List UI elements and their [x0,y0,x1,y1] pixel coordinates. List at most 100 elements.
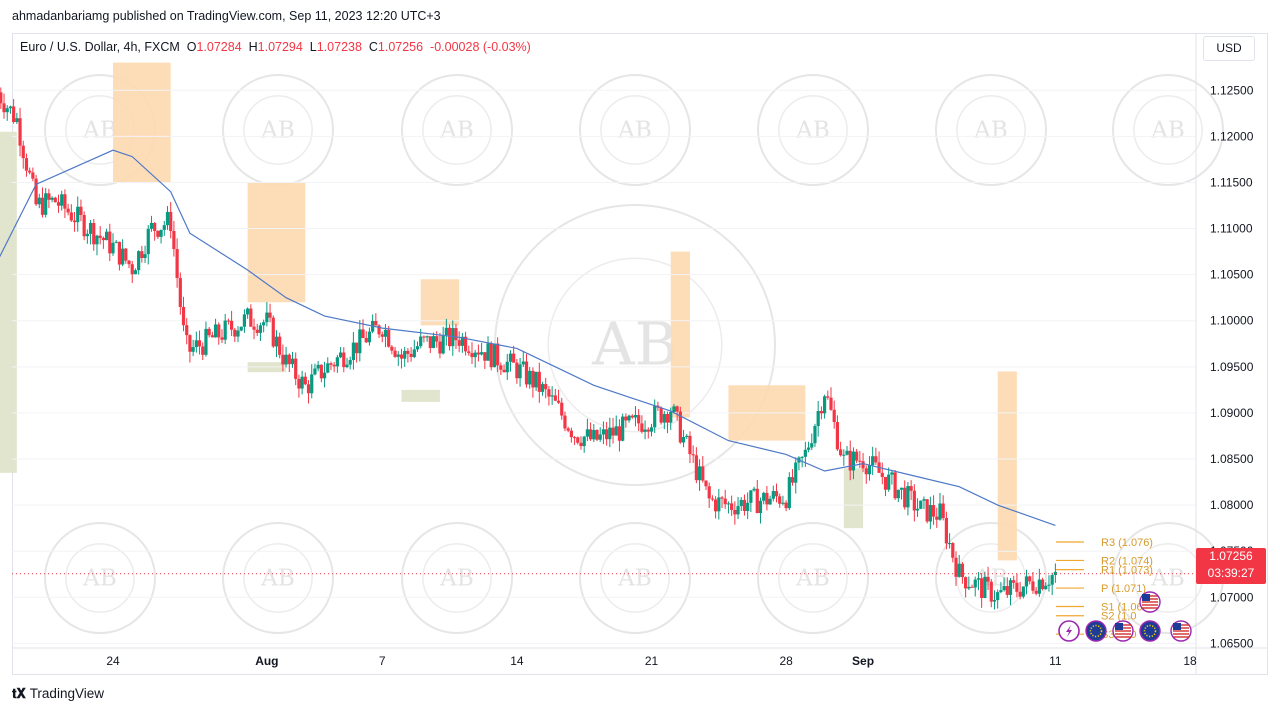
candle-down [117,241,122,265]
watermark-seal [401,74,513,186]
candle-down [342,352,346,368]
candle-down [181,306,186,326]
watermark-monogram: AB [260,566,295,592]
last-price-tag: 1.07256 03:39:27 [1196,548,1266,584]
candle-up [614,426,618,436]
tv-logo-icon: 𝐭𝐗 [12,686,26,701]
us-flag-icon[interactable] [1112,620,1134,642]
candle-down [319,364,323,379]
candle-down [665,414,670,423]
candle-down [1018,591,1022,597]
candle-down [422,336,426,338]
candle-down [1031,581,1035,591]
pivot-label: R2 (1.074) [1101,555,1153,567]
candle-down [34,178,38,205]
candle-up [104,231,109,241]
watermark-seal-inner [547,257,723,433]
candle-down [281,354,285,365]
candle-up [159,229,163,237]
candle-down [496,343,500,366]
candle-down [774,491,779,497]
candle-down [531,370,535,388]
candle-up [143,254,147,258]
candle-down [364,337,368,343]
time-tick-label: 11 [1049,654,1062,668]
pivot-label: S1 (1.069) [1101,602,1152,614]
grid-layer [12,89,1196,644]
close-value: 1.07256 [377,40,424,54]
candle-down [470,353,474,358]
candle-down [28,170,32,173]
candle-down [201,346,205,355]
candle-up [412,349,416,358]
candle-up [242,314,247,327]
candle-down [12,106,16,122]
candle-down [406,350,410,354]
price-tick-label: 1.10000 [1210,314,1254,328]
candle-down [98,235,102,238]
watermark-seal [757,522,869,634]
candle-down [197,340,202,347]
candle-up [300,376,304,389]
us-canton [1142,594,1150,601]
candle-down [438,341,442,354]
candle-down [701,466,705,481]
candle-up [505,361,509,373]
candle-up [1047,584,1051,586]
candle-down [124,248,128,261]
eu-stars [1143,624,1157,638]
candle-up [967,586,971,589]
candle-up [697,466,702,481]
candle-down [524,361,529,385]
candle-up [922,499,926,501]
candle-down [207,328,211,336]
watermark-monogram: AB [82,118,117,144]
candle-up [8,106,13,109]
watermark-monogram: AB [617,118,652,144]
candle-down [499,365,503,370]
candle-up [5,108,9,113]
candle-up [810,443,814,448]
candle-up [383,329,388,337]
candle-up [351,342,356,361]
candle-down [153,222,157,231]
candle-down [547,389,551,397]
candle-up [851,451,856,471]
us-canton [1173,623,1181,630]
us-flag-icon[interactable] [1170,620,1192,642]
watermark-monogram: AB [795,566,830,592]
candle-down [255,329,259,333]
events-layer[interactable] [1058,591,1192,642]
candle-down [390,346,394,351]
high-label: H [248,40,258,54]
candle-down [409,353,413,358]
pivot-label: S2 (1.0 [1101,611,1136,623]
candle-down [605,429,609,440]
candle-up [996,592,1000,601]
candle-down [188,335,192,352]
lightning-icon[interactable] [1058,620,1080,642]
eu-flag-icon[interactable] [1085,620,1107,642]
watermark-seal [222,522,334,634]
candle-up [85,233,89,237]
candle-down [63,194,67,209]
candle-up [781,502,785,504]
candle-up [973,579,977,588]
us-flag-icon[interactable] [1139,591,1161,613]
candle-down [563,415,567,429]
candle-up [149,222,154,229]
supply-zone [113,62,171,183]
candle-up [601,429,606,435]
candle-down [710,498,715,500]
tradingview-logo[interactable]: 𝐭𝐗 TradingView [12,686,104,702]
last-price-value: 1.07256 [1209,549,1253,563]
candle-up [236,330,240,337]
candle-down [874,456,878,463]
candle-down [637,415,641,424]
eu-flag-icon[interactable] [1139,620,1161,642]
price-tick-label: 1.09500 [1210,360,1254,374]
watermark-monogram: AB [1150,566,1185,592]
currency-button[interactable]: USD [1203,36,1255,61]
candle-up [736,506,740,515]
